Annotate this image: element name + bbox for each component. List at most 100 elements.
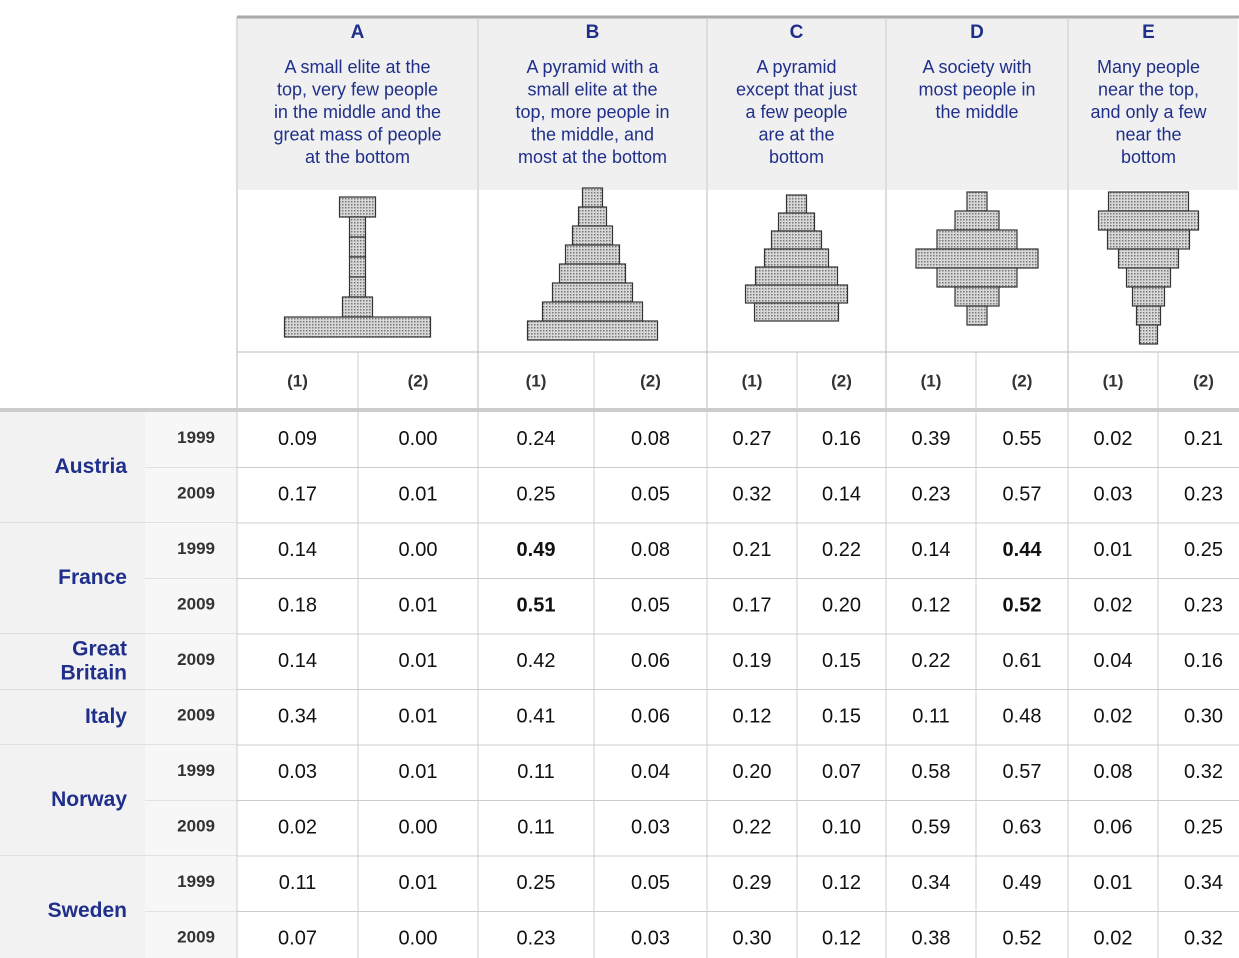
cell-value: 0.11 (517, 817, 554, 839)
cell-value: 0.01 (399, 872, 438, 894)
cell-value: 0.34 (912, 872, 951, 894)
cell-value: 0.12 (733, 706, 772, 728)
year: 2009 (177, 817, 215, 836)
cell-value: 0.04 (631, 761, 670, 783)
year: 1999 (177, 428, 215, 447)
pyramid-bar (543, 302, 643, 321)
column-letter: D (970, 22, 984, 43)
column-description: near the (1115, 124, 1181, 144)
cell-value: 0.29 (733, 872, 772, 894)
column-letter: E (1142, 22, 1155, 43)
year: 1999 (177, 761, 215, 780)
pyramid-bar (772, 231, 822, 249)
cell-value: 0.34 (1184, 872, 1223, 894)
cell-value: 0.27 (733, 428, 772, 450)
cell-value: 0.06 (631, 650, 670, 672)
cell-value: 0.59 (912, 817, 951, 839)
year: 2009 (177, 928, 215, 947)
column-letter: B (586, 22, 600, 43)
pyramid-bar (350, 217, 366, 237)
country-name: Norway (51, 788, 127, 811)
cell-value: 0.01 (399, 706, 438, 728)
cell-value: 0.61 (1003, 650, 1042, 672)
pyramid-bar (755, 303, 839, 321)
cell-value: 0.07 (278, 928, 317, 950)
column-description: top, very few people (277, 79, 438, 99)
cell-value: 0.11 (279, 872, 316, 894)
cell-value: 0.24 (517, 428, 556, 450)
pyramid-bar (955, 287, 999, 306)
cell-value: 0.63 (1003, 817, 1042, 839)
pyramid-bar (1137, 306, 1161, 325)
cell-value: 0.08 (631, 539, 670, 561)
cell-value: 0.52 (1003, 928, 1042, 950)
pyramid-bar (1133, 287, 1165, 306)
cell-value: 0.02 (1094, 428, 1133, 450)
pyramid-bar (285, 317, 431, 337)
cell-value: 0.01 (399, 650, 438, 672)
pyramid-bar (937, 230, 1017, 249)
cell-value: 0.39 (912, 428, 951, 450)
column-description: A pyramid with a (526, 57, 659, 77)
pyramid-bar (967, 306, 987, 325)
cell-value: 0.15 (822, 706, 861, 728)
cell-value: 0.00 (399, 428, 438, 450)
cell-value: 0.01 (399, 761, 438, 783)
column-description: A pyramid (756, 57, 836, 77)
cell-value: 0.01 (1094, 539, 1133, 561)
column-description: the middle (935, 102, 1018, 122)
column-description: except that just (736, 79, 857, 99)
pyramid-bar (916, 249, 1038, 268)
column-description: are at the (758, 124, 834, 144)
cell-value: 0.05 (631, 872, 670, 894)
pyramid-bar (528, 321, 658, 340)
cell-value: 0.25 (517, 484, 556, 506)
cell-value: 0.15 (822, 650, 861, 672)
cell-value: 0.42 (517, 650, 556, 672)
column-description: bottom (769, 147, 824, 167)
cell-value: 0.20 (822, 595, 861, 617)
column-description: A small elite at the (284, 57, 430, 77)
cell-value: 0.16 (1184, 650, 1223, 672)
country-name: Great (72, 637, 127, 660)
column-description: near the top, (1098, 79, 1199, 99)
subcolumn-label: (1) (1103, 371, 1124, 390)
subcolumn-label: (2) (1193, 371, 1214, 390)
subcolumn-label: (1) (921, 371, 942, 390)
pyramid-bar (340, 197, 376, 217)
cell-value: 0.02 (1094, 928, 1133, 950)
column-description: Many people (1097, 57, 1200, 77)
header-separator (0, 408, 1239, 412)
country-name: France (58, 566, 127, 589)
cell-value: 0.18 (278, 595, 317, 617)
country-name: Austria (55, 455, 128, 478)
column-description: small elite at the (527, 79, 657, 99)
cell-value: 0.10 (822, 817, 861, 839)
country-name: Britain (60, 661, 127, 684)
cell-value: 0.00 (399, 539, 438, 561)
cell-value: 0.01 (399, 484, 438, 506)
pyramid-bar (573, 226, 613, 245)
cell-value: 0.11 (517, 761, 554, 783)
pyramid-bar (566, 245, 620, 264)
cell-value: 0.14 (912, 539, 951, 561)
cell-value: 0.30 (1184, 706, 1223, 728)
cell-value: 0.05 (631, 484, 670, 506)
subcolumn-label: (1) (526, 371, 547, 390)
column-description: top, more people in (515, 102, 669, 122)
pyramid-bar (350, 237, 366, 257)
pyramid-bar (350, 257, 366, 277)
cell-value: 0.25 (1184, 539, 1223, 561)
cell-value: 0.49 (517, 539, 556, 561)
column-description: in the middle and the (274, 102, 441, 122)
cell-value: 0.20 (733, 761, 772, 783)
cell-value: 0.05 (631, 595, 670, 617)
subcolumn-label: (1) (742, 371, 763, 390)
year: 1999 (177, 539, 215, 558)
column-description: at the bottom (305, 147, 410, 167)
cell-value: 0.32 (1184, 928, 1223, 950)
cell-value: 0.16 (822, 428, 861, 450)
pyramid-bar (560, 264, 626, 283)
cell-value: 0.11 (912, 706, 949, 728)
year: 2009 (177, 484, 215, 503)
